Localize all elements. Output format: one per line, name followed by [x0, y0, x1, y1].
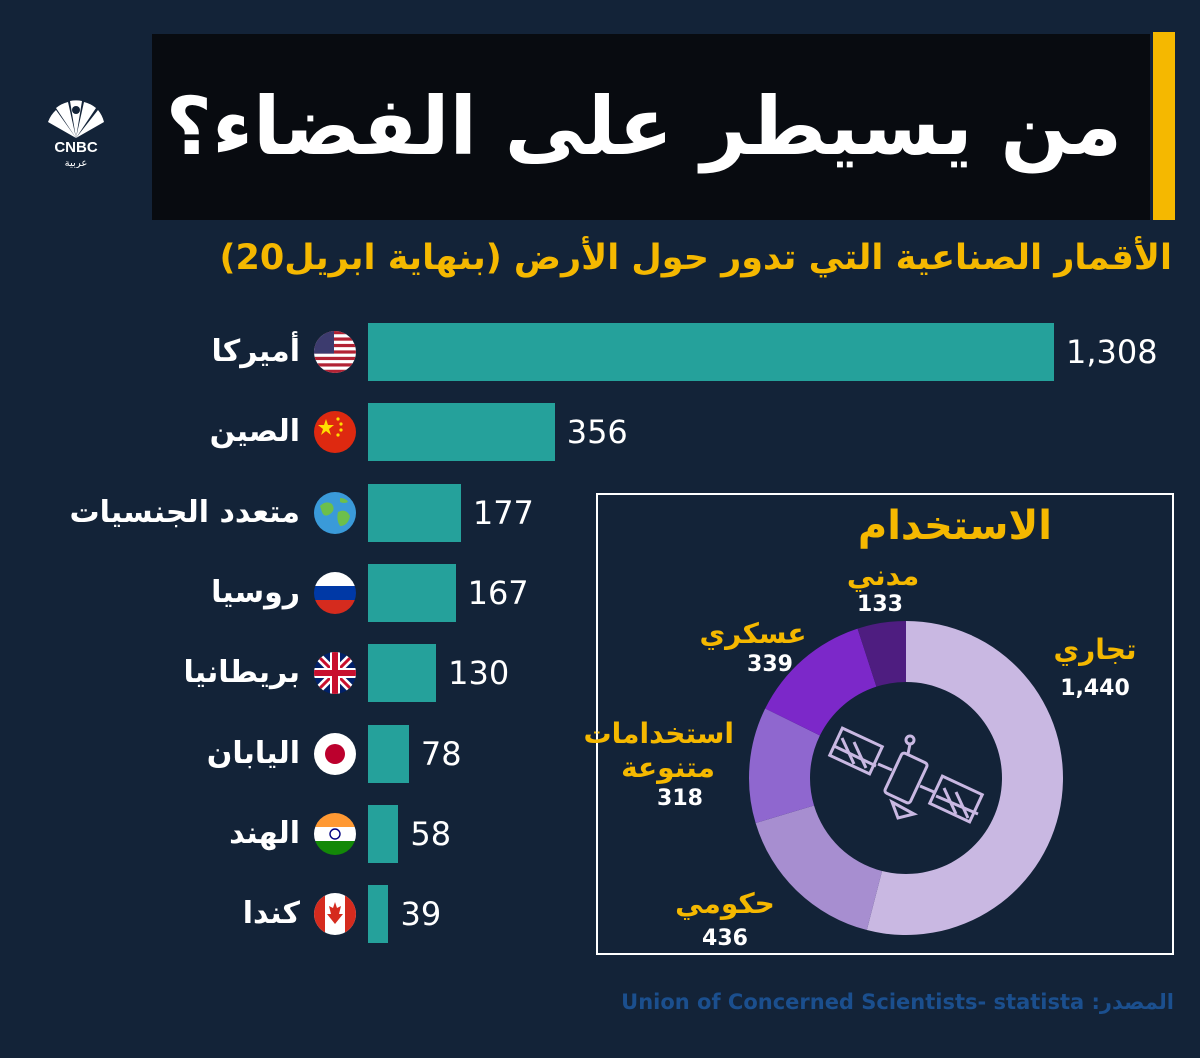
bar-value-label: 58 — [410, 814, 452, 853]
label-mixed-line2: متنوعة — [621, 751, 715, 784]
uk-flag-icon — [314, 652, 356, 695]
bar-value-label: 356 — [566, 413, 628, 452]
bar — [368, 563, 456, 622]
bar-value-label: 39 — [400, 895, 442, 934]
title-box: من يسيطر على الفضاء؟ — [152, 34, 1150, 220]
satellite-icon — [827, 726, 985, 824]
country-label: اليابان — [206, 735, 300, 771]
country-label: متعدد الجنسيات — [69, 494, 300, 530]
usage-panel — [596, 493, 1174, 955]
bar-row: 58 الهند — [0, 804, 1200, 863]
bar — [368, 644, 437, 703]
usa-flag-icon — [314, 331, 356, 373]
country-label: الهند — [229, 815, 300, 851]
label-government: حكومي — [675, 887, 775, 920]
donut-slice — [857, 621, 906, 687]
country-label: بريطانيا — [183, 655, 300, 691]
bar-row: 167 روسيا — [0, 563, 1200, 622]
bar-row: 1,308 أميركا — [0, 323, 1200, 381]
peacock-icon — [48, 100, 104, 138]
donut-slice — [765, 628, 877, 736]
value-military: 339 — [747, 652, 793, 677]
bar — [368, 403, 555, 462]
logo-text: CNBC — [54, 139, 97, 156]
bar-value-label: 130 — [448, 654, 510, 693]
bar-row: 39 كندا — [0, 885, 1200, 944]
bar-row: 130 بريطانيا — [0, 644, 1200, 703]
label-military: عسكري — [699, 617, 807, 650]
country-label: كندا — [242, 896, 300, 932]
bar — [368, 483, 461, 542]
label-commercial: تجاري — [1053, 633, 1137, 666]
india-flag-icon — [314, 812, 356, 855]
bar — [368, 804, 399, 863]
logo-subtext: عربية — [65, 158, 88, 168]
value-government: 436 — [702, 926, 748, 951]
usage-title: الاستخدام — [857, 503, 1052, 549]
bar — [368, 323, 1054, 381]
japan-flag-icon — [314, 732, 356, 775]
value-mixed: 318 — [657, 786, 703, 811]
bar-value-label: 167 — [467, 573, 529, 612]
globe-icon — [314, 491, 356, 534]
donut-slice — [755, 805, 883, 931]
russia-flag-icon — [314, 571, 356, 614]
bar-row: 78 اليابان — [0, 724, 1200, 783]
usage-donut-chart — [749, 621, 1063, 935]
china-flag-icon — [314, 411, 356, 454]
bar-row: 177 متعدد الجنسيات — [0, 483, 1200, 542]
bar — [368, 724, 409, 783]
label-civil: مدني — [846, 559, 920, 592]
title-accent-bar — [1153, 32, 1175, 220]
country-label: روسيا — [211, 574, 300, 610]
value-commercial: 1,440 — [1060, 676, 1130, 701]
bar-value-label: 78 — [420, 734, 462, 773]
bar-value-label: 177 — [472, 493, 534, 532]
country-label: أميركا — [211, 334, 300, 369]
label-mixed-line1: استخدامات — [583, 717, 735, 750]
page-title: من يسيطر على الفضاء؟ — [165, 80, 1122, 173]
donut-slice — [866, 621, 1063, 935]
cnbc-logo: CNBC عربية — [38, 92, 114, 169]
chart-subtitle: الأقمار الصناعية التي تدور حول الأرض (بن… — [219, 238, 1173, 278]
canada-flag-icon — [314, 893, 356, 936]
value-civil: 133 — [857, 592, 903, 617]
country-label: الصين — [209, 414, 300, 450]
bar-row: 356 الصين — [0, 403, 1200, 462]
donut-slice — [749, 708, 820, 824]
source-note: المصدر: Union of Concerned Scientists- s… — [621, 990, 1174, 1014]
bar — [368, 885, 389, 944]
bar-chart: 1,308 أميركا 356 الصين 177 متعدد الجنسيات 167 ر… — [0, 300, 1200, 960]
bar-value-label: 1,308 — [1066, 333, 1158, 371]
